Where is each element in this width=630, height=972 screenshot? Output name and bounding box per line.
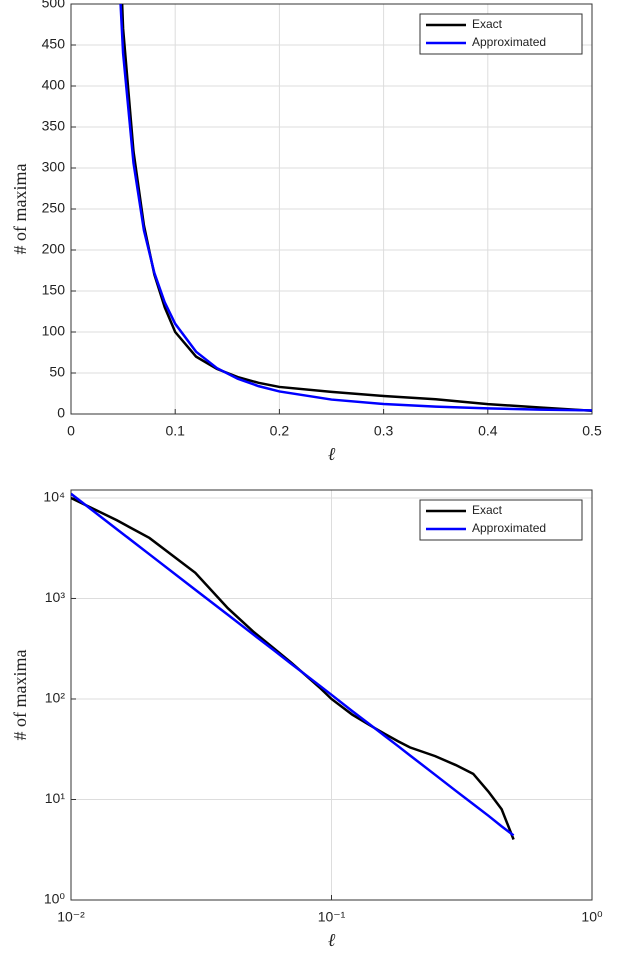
plot-frame: [70, 489, 593, 901]
y-axis-label: # of maxima: [10, 650, 30, 741]
y-tick-label: 10¹: [45, 790, 66, 806]
data-line: [119, 4, 592, 412]
y-axis-label: # of maxima: [10, 164, 30, 255]
legend-label: Exact: [472, 503, 503, 517]
x-axis-label: ℓ: [328, 930, 336, 950]
data-line: [120, 4, 592, 412]
data-line: [71, 492, 515, 837]
y-tick-label: 10³: [45, 589, 66, 605]
y-tick-label: 200: [42, 241, 66, 257]
y-tick-label: 50: [49, 364, 65, 380]
y-tick-label: 150: [42, 282, 66, 298]
y-tick-label: 0: [57, 405, 65, 421]
x-tick-label: 0.2: [270, 423, 290, 439]
plot-lines: [119, 4, 592, 412]
y-tick-label: 500: [42, 0, 66, 11]
y-tick-label: 10²: [45, 690, 66, 706]
y-tick-label: 100: [42, 323, 66, 339]
legend-label: Approximated: [472, 35, 546, 49]
x-tick-label: 10⁻²: [57, 909, 85, 925]
y-tick-label: 450: [42, 36, 66, 52]
y-tick-label: 400: [42, 77, 66, 93]
x-tick-label: 0.3: [374, 423, 394, 439]
x-tick-label: 0.4: [478, 423, 498, 439]
plot-frame: [70, 3, 593, 415]
legend-label: Approximated: [472, 521, 546, 535]
data-line: [71, 496, 515, 840]
y-tick-label: 350: [42, 118, 66, 134]
x-tick-label: 0.1: [165, 423, 185, 439]
x-tick-label: 10⁻¹: [318, 909, 346, 925]
legend-label: Exact: [472, 17, 503, 31]
legend-box: [419, 13, 583, 55]
plot-lines: [71, 492, 515, 840]
x-tick-label: 0: [67, 423, 75, 439]
legend-box: [419, 499, 583, 541]
y-tick-label: 300: [42, 159, 66, 175]
y-tick-label: 10⁰: [44, 891, 66, 907]
x-tick-label: 0.5: [582, 423, 602, 439]
x-tick-label: 10⁰: [581, 909, 603, 925]
y-tick-label: 250: [42, 200, 66, 216]
y-tick-label: 10⁴: [43, 489, 65, 505]
x-axis-label: ℓ: [328, 444, 336, 464]
